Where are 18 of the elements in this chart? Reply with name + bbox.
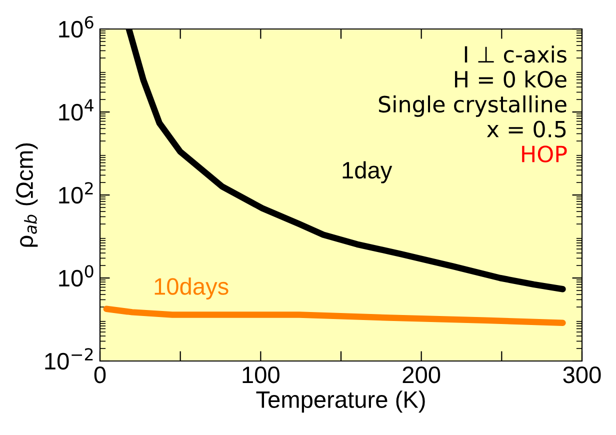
y-tick-label: 10$^{6}$ — [59, 16, 94, 38]
annotation: HOP — [522, 146, 567, 162]
y-tick-label: 10$^{4}$ — [59, 99, 94, 121]
y-tick-label: 10$^{−2}$ — [45, 348, 93, 370]
annotation: I ⊥ c-axis — [464, 46, 566, 63]
text: 1day — [342, 161, 392, 184]
x-tick-label: 200 — [402, 366, 440, 384]
x-tick-label: 300 — [563, 366, 601, 384]
y-axis-title: ρ$_{ab}$ (Ωcm) — [16, 143, 38, 247]
x-axis-title: Temperature (K) — [256, 390, 425, 413]
x-tick-label: 100 — [242, 366, 280, 384]
annotation: Single crystalline — [378, 95, 566, 117]
x-tick-label: 0 — [94, 366, 106, 384]
y-tick-label: 10$^{2}$ — [59, 182, 93, 204]
y-tick-label: 10$^{0}$ — [59, 265, 94, 287]
annotation: H = 0 kOe — [455, 70, 566, 88]
series-label: 10days — [154, 277, 228, 300]
annotation: x = 0.5 — [486, 120, 566, 138]
